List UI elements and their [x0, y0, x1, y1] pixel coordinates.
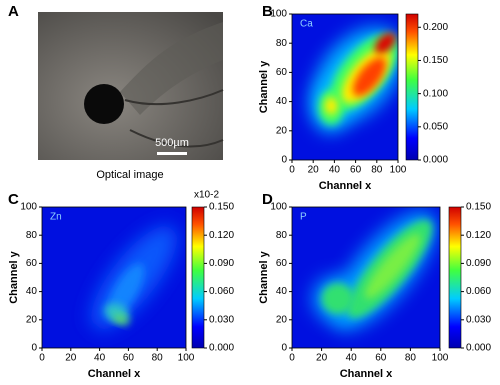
colorbar-scale-note: x10-2 [194, 190, 219, 201]
x-tick-label: 0 [289, 353, 295, 364]
colorbar-tick-label: 0.000 [466, 343, 491, 354]
y-tick-label: 0 [281, 343, 287, 354]
colorbar-tick-label: 0.090 [466, 258, 491, 269]
panel-label: D [262, 191, 273, 208]
x-tick-label: 100 [178, 353, 195, 364]
colorbar-tick-label: 0.030 [466, 314, 491, 325]
y-tick-label: 20 [276, 314, 288, 325]
intensity-region [321, 283, 355, 315]
element-label: Ca [300, 19, 313, 30]
caption: Optical image [96, 169, 163, 181]
y-axis-title: Channel y [258, 250, 270, 303]
x-tick-label: 80 [405, 353, 417, 364]
x-tick-label: 100 [390, 165, 407, 176]
x-tick-label: 0 [289, 165, 295, 176]
y-tick-label: 100 [270, 202, 287, 213]
plot-frame [291, 13, 399, 161]
intensity-region [324, 97, 338, 115]
y-axis-title: Channel y [258, 60, 270, 113]
colorbar-tick-label: 0.060 [209, 286, 234, 297]
panel-label: B [262, 3, 273, 20]
intensity-region [364, 233, 421, 299]
heatmap [292, 14, 398, 160]
heatmap [292, 207, 440, 348]
x-tick-label: 0 [39, 353, 45, 364]
y-tick-label: 40 [26, 286, 38, 297]
optical-panel: A 500µm Optical image [8, 3, 224, 181]
y-axis-title: Channel y [8, 250, 20, 303]
colorbar-tick-label: 0.060 [466, 286, 491, 297]
x-tick-label: 40 [329, 165, 341, 176]
tissue-edge [124, 89, 224, 148]
x-tick-label: 40 [346, 353, 358, 364]
plot-frame [291, 206, 441, 349]
colorbar-tick-label: 0.150 [466, 202, 491, 213]
colorbar-tick-label: 0.120 [466, 230, 491, 241]
y-tick-label: 80 [26, 230, 38, 241]
x-tick-label: 20 [308, 165, 320, 176]
x-tick-label: 60 [123, 353, 135, 364]
colorbar-tick-label: 0.050 [423, 121, 448, 132]
colorbar-tick-label: 0.150 [209, 202, 234, 213]
y-tick-label: 60 [276, 258, 288, 269]
y-tick-label: 80 [276, 230, 288, 241]
colorbar [405, 13, 419, 161]
colorbar-tick-label: 0.100 [423, 88, 448, 99]
colorbar-tick-label: 0.120 [209, 230, 234, 241]
x-tick-label: 40 [94, 353, 106, 364]
colorbar-tick-label: 0.090 [209, 258, 234, 269]
y-tick-label: 60 [26, 258, 38, 269]
y-tick-label: 0 [31, 343, 37, 354]
x-tick-label: 60 [375, 353, 387, 364]
hole [84, 84, 124, 124]
scale-bar-label: 500µm [155, 137, 189, 149]
x-axis-title: Channel x [340, 368, 393, 380]
x-axis-title: Channel x [88, 368, 141, 380]
x-axis-title: Channel x [319, 180, 372, 192]
colorbar-tick-label: 0.200 [423, 22, 448, 33]
intensity-region [113, 314, 130, 325]
x-tick-label: 20 [316, 353, 328, 364]
colorbar-tick-label: 0.150 [423, 55, 448, 66]
panel-label: A [8, 3, 19, 20]
panel-label: C [8, 191, 19, 208]
scale-bar [157, 152, 187, 155]
element-label: P [300, 212, 307, 223]
x-tick-label: 80 [371, 165, 383, 176]
heatmap [42, 207, 186, 348]
y-tick-label: 20 [26, 314, 38, 325]
x-tick-label: 80 [152, 353, 164, 364]
intensity-region [374, 32, 396, 54]
y-tick-label: 20 [276, 125, 288, 136]
tissue [120, 22, 223, 115]
colorbar-tick-label: 0.000 [209, 343, 234, 354]
y-tick-label: 40 [276, 96, 288, 107]
intensity-region [352, 57, 386, 97]
y-tick-label: 100 [270, 9, 287, 20]
y-tick-label: 0 [281, 155, 287, 166]
element-label: Zn [50, 212, 62, 223]
y-tick-label: 60 [276, 67, 288, 78]
colorbar-tick-label: 0.000 [423, 155, 448, 166]
colorbar [191, 206, 205, 349]
y-tick-label: 80 [276, 38, 288, 49]
colorbar-tick-label: 0.030 [209, 314, 234, 325]
x-tick-label: 60 [350, 165, 362, 176]
colorbar [448, 206, 462, 349]
y-tick-label: 100 [20, 202, 37, 213]
x-tick-label: 100 [432, 353, 449, 364]
plot-frame [41, 206, 187, 349]
x-tick-label: 20 [65, 353, 77, 364]
y-tick-label: 40 [276, 286, 288, 297]
